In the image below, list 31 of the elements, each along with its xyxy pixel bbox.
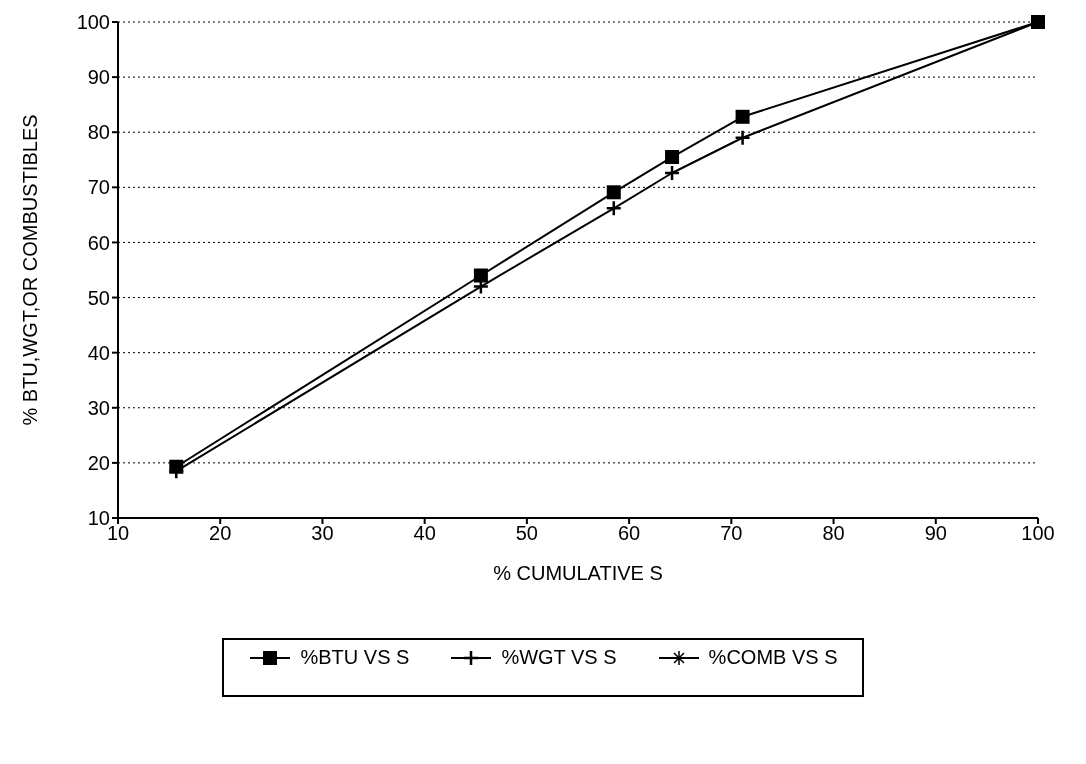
- point: [735, 109, 750, 124]
- x-tick-label: 80: [822, 522, 845, 545]
- point: [473, 268, 488, 283]
- x-tick-label: 20: [209, 522, 232, 545]
- x-tick-label: 90: [924, 522, 947, 545]
- legend-label: %COMB VS S: [708, 646, 838, 669]
- x-tick-label: 40: [413, 522, 436, 545]
- point: [734, 129, 751, 146]
- y-axis-title: % BTU,WGT,OR COMBUSTIBLES: [19, 114, 42, 426]
- x-tick-label: 70: [720, 522, 743, 545]
- x-axis-title: % CUMULATIVE S: [493, 562, 663, 584]
- y-tick-label: 10: [87, 507, 110, 530]
- y-tick-label: 100: [76, 11, 110, 34]
- x-tick-label: 100: [1021, 522, 1055, 545]
- x-tick-label: 30: [311, 522, 334, 545]
- x-tick-label: 60: [617, 522, 641, 545]
- y-tick-label: 50: [87, 286, 110, 309]
- legend-label: %WGT VS S: [501, 646, 617, 669]
- point: [663, 164, 681, 182]
- x-tick-label: 50: [515, 522, 539, 545]
- y-tick-label: 90: [87, 66, 110, 89]
- y-tick-label: 30: [87, 396, 110, 419]
- y-tick-label: 60: [87, 231, 110, 254]
- point: [606, 185, 621, 200]
- y-tick-label: 70: [87, 176, 110, 199]
- point: [665, 150, 680, 165]
- point: [605, 200, 623, 217]
- y-tick-label: 20: [87, 451, 110, 474]
- y-tick-label: 80: [87, 121, 110, 144]
- legend-label: %BTU VS S: [300, 646, 410, 669]
- y-tick-label: 40: [87, 341, 110, 364]
